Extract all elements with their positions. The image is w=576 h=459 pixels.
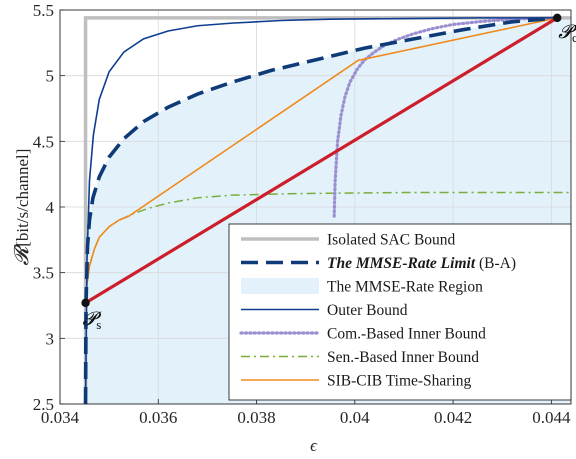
point-pc-marker bbox=[553, 13, 562, 23]
y-axis-label: 𝓡[bit/s/channel] bbox=[11, 149, 33, 266]
legend-label-sib: Sen.-Based Inner Bound bbox=[327, 349, 479, 366]
legend-label-ts: SIB-CIB Time-Sharing bbox=[327, 373, 472, 390]
legend-item-region: The MMSE-Rate Region bbox=[241, 278, 483, 296]
x-axis-label: ϵ bbox=[310, 436, 318, 455]
point-ps-marker bbox=[81, 298, 90, 308]
legend-item-sib: Sen.-Based Inner Bound bbox=[241, 349, 479, 366]
legend-label-mmse-limit: The MMSE-Rate Limit (B-A) bbox=[327, 255, 516, 272]
legend-label-cib: Com.-Based Inner Bound bbox=[327, 326, 486, 343]
x-tick-label-1: 0.036 bbox=[139, 408, 177, 427]
legend-label-outer: Outer Bound bbox=[327, 302, 408, 319]
legend-label-isolated: Isolated SAC Bound bbox=[327, 232, 456, 249]
x-tick-label-5: 0.044 bbox=[532, 408, 571, 427]
legend-item-mmse-limit: The MMSE-Rate Limit (B-A) bbox=[241, 255, 516, 272]
legend-item-isolated: Isolated SAC Bound bbox=[241, 232, 456, 249]
y-axis-symbol: 𝓡 bbox=[11, 243, 33, 265]
y-tick-label-3: 4 bbox=[46, 198, 55, 217]
y-tick-label-1: 3 bbox=[46, 329, 55, 348]
x-tick-label-2: 0.038 bbox=[237, 408, 275, 427]
legend-box bbox=[228, 223, 572, 401]
y-tick-label-5: 5 bbox=[46, 67, 55, 86]
mmse-rate-limit-line bbox=[83, 16, 558, 404]
legend-item-ts: SIB-CIB Time-Sharing bbox=[241, 373, 472, 390]
time-sharing-chord-line bbox=[84, 16, 559, 305]
legend: Isolated SAC Bound The MMSE-Rate Limit (B… bbox=[228, 223, 572, 401]
legend-swatch-region bbox=[241, 278, 319, 294]
legend-item-cib: Com.-Based Inner Bound bbox=[239, 326, 486, 343]
y-tick-label-0: 2.5 bbox=[33, 395, 54, 414]
axes: 0.034 0.036 0.038 0.04 0.042 0.044 2.5 3 3.5 4 4.5… bbox=[33, 1, 572, 427]
x-tick-label-4: 0.042 bbox=[434, 408, 472, 427]
legend-item-outer: Outer Bound bbox=[241, 302, 408, 319]
point-pc-label: 𝓟c bbox=[558, 22, 576, 45]
y-tick-label-2: 3.5 bbox=[33, 264, 54, 283]
outer-bound-line bbox=[84, 17, 558, 404]
y-tick-label-4: 4.5 bbox=[33, 132, 54, 151]
x-tick-label-3: 0.04 bbox=[340, 408, 370, 427]
sib-cib-time-sharing-line bbox=[84, 17, 558, 303]
com-based-inner-bound-line bbox=[332, 16, 559, 218]
y-axis-units: [bit/s/channel] bbox=[13, 149, 32, 247]
y-tick-label-6: 5.5 bbox=[33, 1, 54, 20]
legend-label-region: The MMSE-Rate Region bbox=[327, 279, 483, 296]
x-tick-label-0: 0.034 bbox=[41, 408, 80, 427]
